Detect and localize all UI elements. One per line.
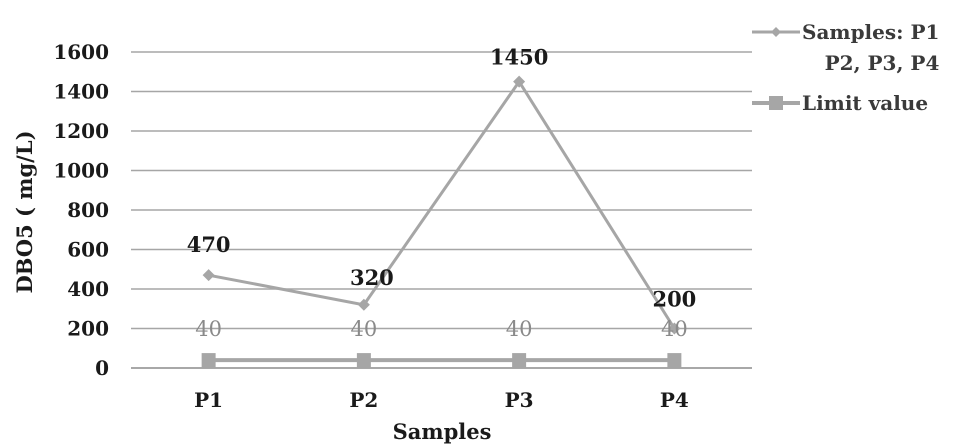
y-tick-label-400: 400 (67, 277, 109, 301)
y-axis-ticks: 0 200 400 600 800 1000 1200 1400 1600 (53, 40, 109, 380)
sample-value-label-p1: 470 (187, 232, 231, 257)
limit-value-label-p2: 40 (351, 317, 378, 341)
y-axis-title: DBO5 ( mg/L) (12, 130, 37, 293)
legend-marker-limit-value (769, 96, 783, 110)
x-axis-ticks: P1 P2 P3 P4 (194, 388, 689, 412)
y-tick-label-1200: 1200 (53, 119, 109, 143)
limit-value-label-p3: 40 (506, 317, 533, 341)
limit-point-p4 (667, 353, 682, 368)
x-tick-label-p4: P4 (660, 388, 689, 412)
limit-point-p3 (512, 353, 527, 368)
x-tick-label-p2: P2 (349, 388, 378, 412)
y-tick-label-200: 200 (67, 317, 109, 341)
data-labels: 470 320 1450 200 40 40 40 40 (187, 45, 697, 341)
x-axis-title: Samples (393, 419, 492, 444)
y-tick-label-800: 800 (67, 198, 109, 222)
sample-point-p3 (513, 75, 526, 88)
y-tick-label-1400: 1400 (53, 80, 109, 104)
limit-value-label-p1: 40 (195, 317, 222, 341)
legend-label-limit-value: Limit value (802, 91, 928, 115)
sample-value-label-p4: 200 (652, 287, 696, 312)
grid-lines (131, 51, 752, 369)
y-tick-label-1600: 1600 (53, 40, 109, 64)
limit-point-p2 (356, 353, 371, 368)
x-tick-label-p3: P3 (505, 388, 534, 412)
legend: Samples: P1 P2, P3, P4 Limit value (752, 20, 939, 115)
series-line-samples (208, 78, 676, 330)
y-tick-label-0: 0 (95, 356, 109, 380)
x-tick-label-p1: P1 (194, 388, 223, 412)
sample-value-label-p3: 1450 (490, 45, 548, 70)
y-tick-label-1000: 1000 (53, 159, 109, 183)
limit-value-label-p4: 40 (661, 317, 688, 341)
limit-point-p1 (201, 353, 216, 368)
legend-label-samples-line2: P2, P3, P4 (825, 51, 940, 75)
sample-point-p1 (202, 269, 215, 282)
series-marks (201, 75, 682, 368)
sample-point-p4 (668, 322, 681, 335)
sample-point-p2 (357, 298, 370, 311)
y-tick-label-600: 600 (67, 238, 109, 262)
legend-marker-samples (771, 27, 781, 37)
sample-value-label-p2: 320 (350, 265, 394, 290)
legend-label-samples: Samples: P1 (802, 20, 939, 44)
